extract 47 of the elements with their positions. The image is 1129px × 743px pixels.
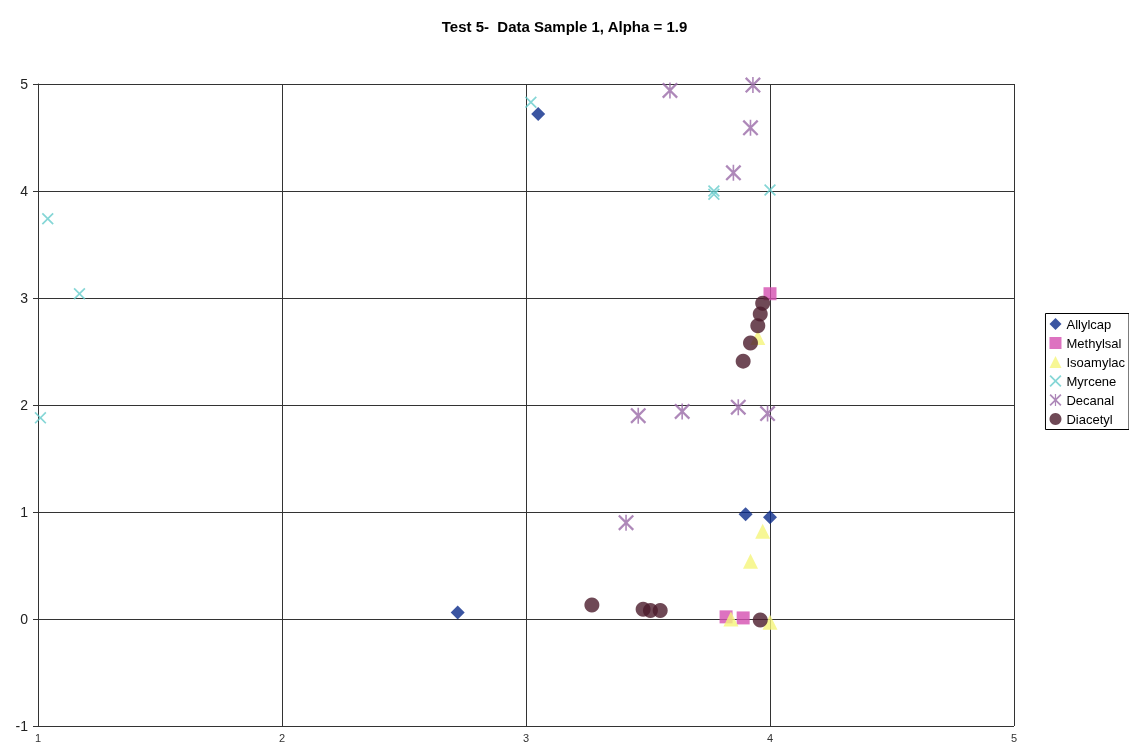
point <box>524 96 537 109</box>
point <box>584 597 600 613</box>
chart-title: Test 5- Data Sample 1, Alpha = 1.9 <box>441 18 688 35</box>
point <box>41 212 54 225</box>
point <box>725 164 742 181</box>
point <box>735 353 751 369</box>
point <box>752 612 768 628</box>
point <box>707 188 720 201</box>
x-tick-label: 4 <box>766 731 774 743</box>
point <box>763 287 777 301</box>
x-tick-label: 1 <box>34 731 42 743</box>
point <box>723 611 739 627</box>
legend-label: Decanal <box>1066 392 1115 408</box>
point <box>730 399 747 416</box>
point <box>450 605 465 620</box>
legend-label: Allylcap <box>1066 316 1112 332</box>
y-tick-label: 0 <box>20 611 29 627</box>
y-tick-label: 4 <box>20 183 29 199</box>
x-tick-label: 5 <box>1010 731 1018 743</box>
legend-label: Myrcene <box>1066 373 1117 389</box>
point <box>755 295 771 311</box>
point <box>762 614 778 630</box>
point <box>742 553 758 569</box>
point <box>743 335 758 351</box>
point <box>674 403 691 420</box>
x-tick-label: 2 <box>278 731 286 743</box>
legend-label: Methylsal <box>1066 335 1122 351</box>
point <box>652 602 668 618</box>
y-tick-label: 1 <box>20 504 29 520</box>
point <box>738 507 753 522</box>
y-tick-label: 5 <box>20 76 29 92</box>
point <box>661 82 678 99</box>
point <box>736 611 750 625</box>
x-tick-label: 3 <box>522 731 530 743</box>
point <box>630 407 647 424</box>
point <box>763 510 777 525</box>
y-tick-label: -1 <box>15 718 29 734</box>
legend-label: Isoamylac <box>1066 354 1126 370</box>
point <box>73 287 86 300</box>
point <box>764 183 776 196</box>
point <box>744 77 761 94</box>
y-tick-label: 3 <box>20 290 29 306</box>
point <box>755 523 771 539</box>
point <box>531 106 546 121</box>
legend-label: Diacetyl <box>1066 411 1113 427</box>
point <box>618 514 635 531</box>
y-tick-label: 2 <box>20 397 29 413</box>
